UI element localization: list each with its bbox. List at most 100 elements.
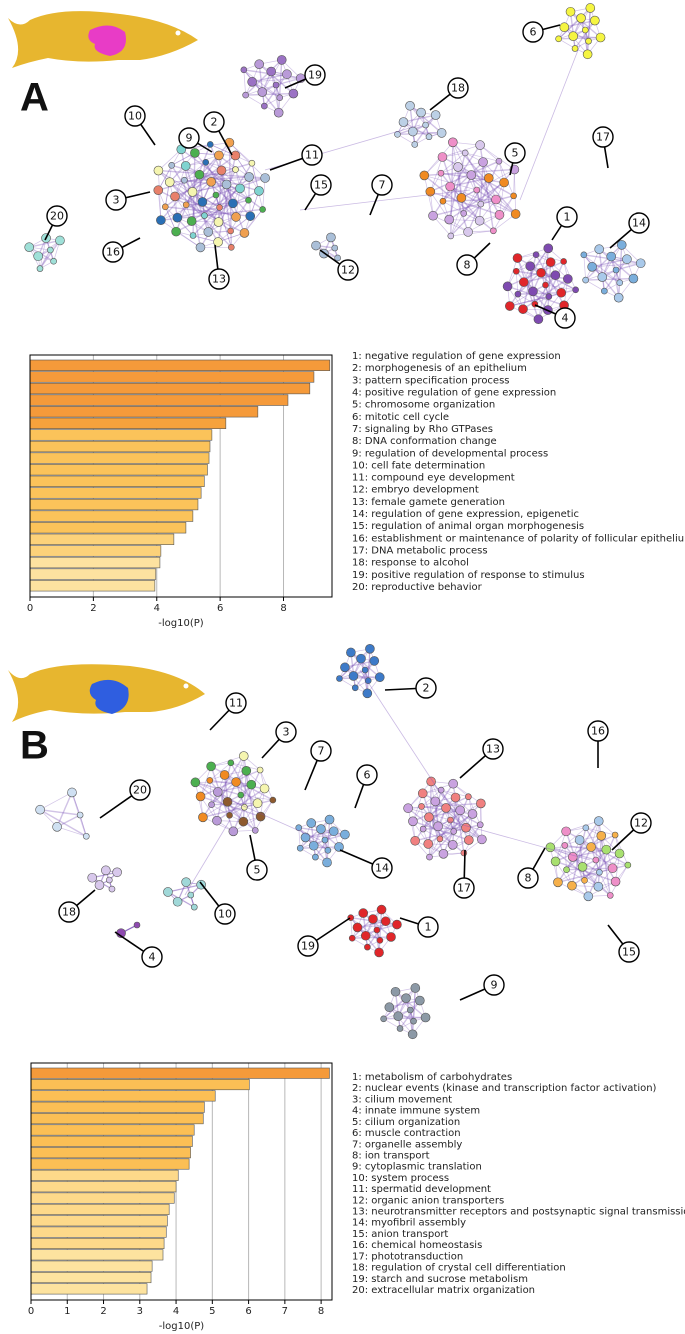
network-edge bbox=[394, 991, 401, 1029]
network-node bbox=[597, 272, 608, 282]
callout-circle bbox=[483, 974, 505, 996]
network-node bbox=[374, 947, 384, 958]
network-node bbox=[460, 210, 468, 217]
network-node bbox=[348, 934, 356, 942]
network-node bbox=[393, 1011, 404, 1022]
network-node bbox=[87, 872, 98, 883]
network-edge bbox=[158, 170, 162, 221]
network-edge bbox=[397, 133, 415, 145]
network-edge bbox=[185, 165, 209, 233]
network-edge bbox=[56, 792, 73, 828]
bar bbox=[29, 510, 194, 522]
callout-circle bbox=[587, 720, 609, 742]
callout-label: 10 bbox=[218, 908, 232, 921]
bar bbox=[30, 1237, 165, 1249]
network-node bbox=[593, 881, 604, 892]
network-node bbox=[447, 816, 454, 824]
network-edge bbox=[232, 769, 261, 832]
network-edge bbox=[566, 869, 585, 881]
network-node bbox=[212, 191, 220, 199]
network-edge bbox=[467, 160, 500, 233]
network-edge bbox=[209, 780, 212, 805]
network-node bbox=[510, 192, 517, 200]
network-node bbox=[231, 212, 241, 222]
network-edge bbox=[383, 997, 407, 1020]
network-node bbox=[407, 1029, 418, 1040]
network-edge bbox=[427, 813, 473, 845]
network-node bbox=[422, 121, 429, 129]
legend-label: 17: DNA metabolic process bbox=[352, 546, 488, 557]
network-node bbox=[545, 293, 553, 300]
network-node bbox=[408, 126, 418, 137]
network-node bbox=[606, 892, 614, 899]
network-edge bbox=[430, 190, 500, 216]
network-node bbox=[311, 240, 321, 251]
bar bbox=[29, 545, 162, 557]
network-edge bbox=[499, 182, 505, 215]
legend-label: 14: regulation of gene expression, epige… bbox=[352, 509, 579, 520]
callout-circle bbox=[453, 877, 475, 899]
network-node bbox=[550, 270, 561, 281]
network-edge bbox=[565, 831, 589, 897]
network-edge bbox=[583, 849, 607, 881]
network-node bbox=[596, 831, 607, 841]
bar bbox=[29, 464, 208, 476]
network-node bbox=[410, 983, 421, 993]
bar bbox=[30, 1158, 190, 1170]
network-edge bbox=[574, 20, 596, 49]
legend-label: 3: pattern specification process bbox=[352, 375, 510, 386]
callout-circle bbox=[208, 268, 230, 290]
network-node bbox=[214, 150, 224, 161]
network-edge bbox=[514, 169, 516, 214]
legend-label: 10: system process bbox=[352, 1173, 449, 1184]
callout-label: 14 bbox=[632, 217, 646, 230]
network-node bbox=[230, 150, 241, 161]
network-edge bbox=[350, 652, 356, 688]
network-edge bbox=[299, 189, 471, 211]
network-edge bbox=[339, 676, 380, 680]
network-edge bbox=[243, 69, 246, 96]
network-node bbox=[238, 816, 249, 827]
network-node bbox=[430, 796, 441, 807]
callout-circle bbox=[628, 212, 650, 234]
network-node bbox=[259, 783, 270, 794]
network-node bbox=[611, 831, 619, 839]
x-tick-label: 4 bbox=[173, 1306, 179, 1317]
bar bbox=[29, 568, 157, 580]
network-edge bbox=[516, 254, 537, 272]
panel-letter: B bbox=[20, 724, 49, 768]
network-node bbox=[553, 877, 563, 888]
bar bbox=[30, 1226, 167, 1238]
legend-label: 1: metabolism of carbohydrates bbox=[352, 1072, 512, 1083]
callout-circle bbox=[124, 105, 146, 127]
network-node bbox=[594, 244, 605, 255]
network-edge bbox=[79, 814, 87, 837]
network-node bbox=[245, 196, 252, 204]
network-node bbox=[512, 267, 520, 275]
network-node bbox=[206, 761, 216, 772]
callout-label: 14 bbox=[375, 862, 389, 875]
network-edge bbox=[229, 142, 266, 179]
network-node bbox=[340, 829, 350, 840]
network-edge bbox=[544, 248, 549, 286]
network-edge bbox=[598, 248, 634, 280]
callout-label: 12 bbox=[341, 264, 355, 277]
network-edge bbox=[216, 787, 265, 822]
network-node bbox=[436, 128, 447, 138]
network-node bbox=[373, 926, 381, 934]
network-edge bbox=[223, 774, 231, 816]
legend-label: 20: reproductive behavior bbox=[352, 582, 483, 593]
network-node bbox=[259, 206, 266, 213]
bar bbox=[29, 498, 199, 511]
network-edge bbox=[200, 796, 218, 821]
legend-label: 9: cytoplasmic translation bbox=[352, 1162, 482, 1173]
network-node bbox=[235, 183, 245, 194]
network-node bbox=[587, 262, 597, 272]
network-edge bbox=[258, 63, 294, 95]
network-node bbox=[321, 836, 329, 844]
network-edge bbox=[218, 155, 250, 178]
callout-label: 7 bbox=[379, 179, 386, 192]
network-edge bbox=[251, 163, 263, 210]
x-tick-label: 0 bbox=[28, 1306, 34, 1317]
network-edge bbox=[207, 169, 237, 233]
